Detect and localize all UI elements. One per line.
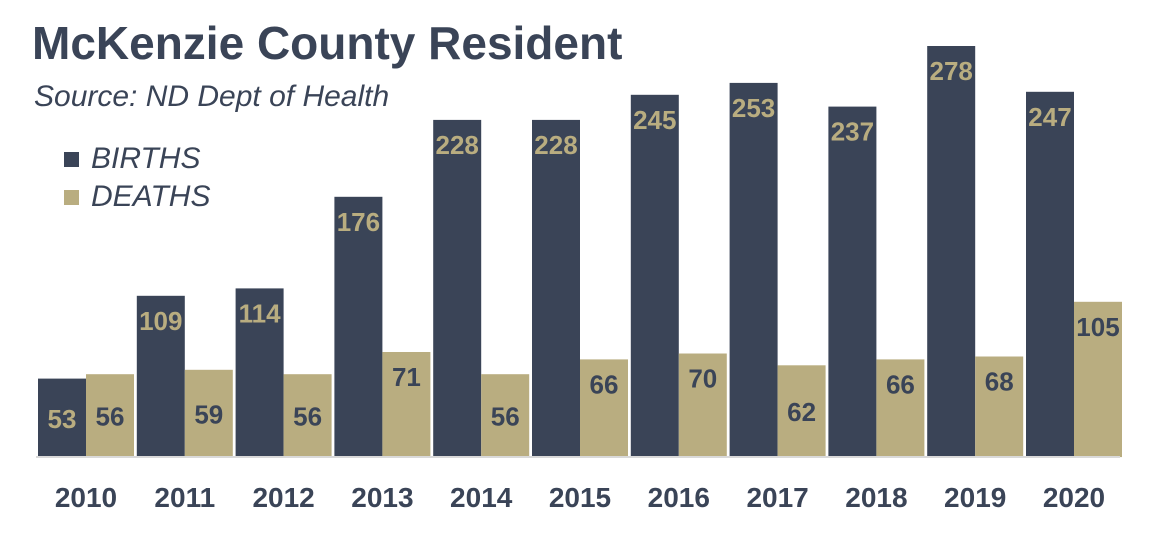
- legend-item-births: BIRTHS: [64, 140, 210, 178]
- data-label-deaths-2020: 105: [1076, 312, 1119, 342]
- data-label-births-2018: 237: [831, 117, 874, 147]
- data-label-deaths-2017: 62: [787, 397, 816, 427]
- bar-deaths-2013: [382, 352, 431, 457]
- bar-deaths-2015: [580, 359, 628, 457]
- data-label-births-2011: 109: [139, 306, 182, 336]
- legend-label-births: BIRTHS: [91, 142, 201, 175]
- bar-deaths-2010: [86, 374, 134, 457]
- data-label-births-2010: 53: [48, 404, 77, 434]
- bar-births-2020: [1026, 91, 1074, 458]
- bar-deaths-2018: [876, 359, 925, 457]
- x-tick-label-2014: 2014: [450, 482, 513, 513]
- bar-deaths-2012: [283, 374, 332, 457]
- data-label-deaths-2010: 56: [96, 402, 125, 432]
- bar-births-2012: [235, 288, 284, 457]
- bar-births-2011: [136, 295, 185, 457]
- chart-legend: BIRTHS DEATHS: [64, 140, 210, 216]
- bar-deaths-2017: [777, 365, 826, 457]
- data-label-deaths-2019: 68: [985, 367, 1014, 397]
- x-tick-label-2017: 2017: [746, 482, 808, 513]
- bar-births-2015: [532, 119, 580, 458]
- legend-swatch-births: [64, 151, 79, 167]
- x-tick-label-2016: 2016: [648, 482, 710, 513]
- bar-births-2010: [38, 378, 86, 457]
- data-label-births-2019: 278: [930, 56, 973, 86]
- x-tick-label-2018: 2018: [845, 482, 907, 513]
- x-tick-label-2012: 2012: [252, 482, 314, 513]
- data-label-births-2013: 176: [337, 207, 380, 237]
- legend-swatch-deaths: [64, 189, 79, 205]
- data-label-deaths-2015: 66: [590, 369, 619, 399]
- data-label-births-2012: 114: [239, 298, 281, 328]
- data-label-deaths-2011: 59: [194, 399, 223, 429]
- bar-deaths-2019: [975, 356, 1024, 457]
- bar-deaths-2014: [481, 374, 530, 457]
- x-tick-label-2010: 2010: [55, 482, 117, 513]
- x-tick-label-2015: 2015: [549, 482, 611, 513]
- data-label-deaths-2014: 56: [491, 402, 520, 432]
- bar-births-2017: [729, 82, 778, 458]
- chart-title: McKenzie County Resident: [32, 17, 623, 69]
- chart-subtitle: Source: ND Dept of Health: [34, 80, 390, 113]
- bar-births-2018: [828, 106, 877, 457]
- legend-item-deaths: DEATHS: [64, 178, 210, 216]
- legend-label-deaths: DEATHS: [91, 180, 211, 213]
- bar-births-2019: [927, 46, 976, 457]
- data-label-births-2014: 228: [436, 130, 479, 160]
- data-label-births-2017: 253: [732, 93, 775, 123]
- data-label-births-2015: 228: [534, 130, 577, 160]
- bar-births-2014: [433, 119, 482, 458]
- bar-births-2016: [630, 94, 679, 458]
- x-tick-label-2013: 2013: [351, 482, 413, 513]
- bar-deaths-2020: [1074, 301, 1122, 458]
- bar-births-2013: [334, 196, 383, 458]
- data-label-deaths-2013: 71: [392, 362, 421, 392]
- x-tick-label-2011: 2011: [154, 482, 215, 513]
- x-tick-label-2020: 2020: [1043, 482, 1105, 513]
- data-label-deaths-2018: 66: [886, 369, 915, 399]
- bar-deaths-2011: [184, 369, 233, 457]
- data-label-deaths-2016: 70: [688, 364, 717, 394]
- data-label-deaths-2012: 56: [293, 402, 322, 432]
- x-tick-label-2019: 2019: [944, 482, 1006, 513]
- bar-deaths-2016: [678, 353, 727, 457]
- data-label-births-2020: 247: [1028, 102, 1071, 132]
- data-label-births-2016: 245: [633, 105, 676, 135]
